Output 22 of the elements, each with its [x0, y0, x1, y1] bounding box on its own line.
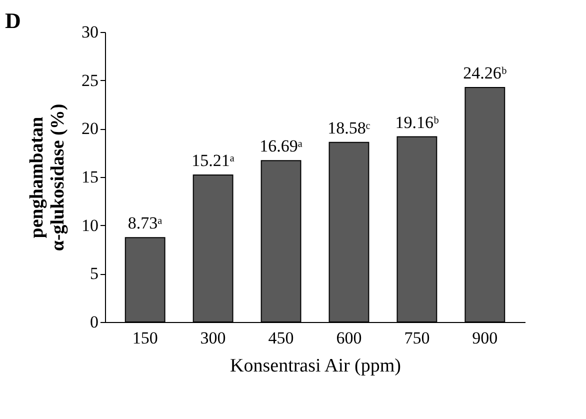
y-axis-title: penghambatan α-glukosidase (%) — [26, 104, 68, 252]
x-tick-label: 900 — [472, 328, 498, 348]
y-tick-label: 25 — [82, 70, 98, 90]
x-tick-label: 150 — [132, 328, 158, 348]
y-tick-label: 5 — [90, 264, 98, 284]
data-label: 24.26ᵇ — [463, 63, 507, 82]
x-axis-title: Konsentrasi Air (ppm) — [230, 356, 401, 376]
x-tick-label: 300 — [200, 328, 226, 348]
chart-title: D — [5, 8, 21, 33]
data-label: 16.69ᵃ — [260, 136, 303, 156]
data-label: 19.16ᵇ — [395, 112, 439, 132]
data-label: 18.58ᶜ — [328, 118, 371, 138]
x-tick-label: 750 — [404, 328, 430, 348]
y-tick-label: 15 — [82, 168, 98, 186]
y-tick-label: 30 — [82, 22, 98, 42]
y-tick-label: 0 — [90, 312, 98, 332]
x-tick-label: 450 — [268, 328, 294, 348]
y-tick-label: 20 — [82, 119, 98, 138]
y-tick-label: 10 — [82, 216, 98, 235]
data-label: 8.73ᵃ — [128, 214, 163, 233]
data-label: 15.21ᵃ — [192, 150, 235, 170]
x-tick-label: 600 — [336, 328, 362, 348]
